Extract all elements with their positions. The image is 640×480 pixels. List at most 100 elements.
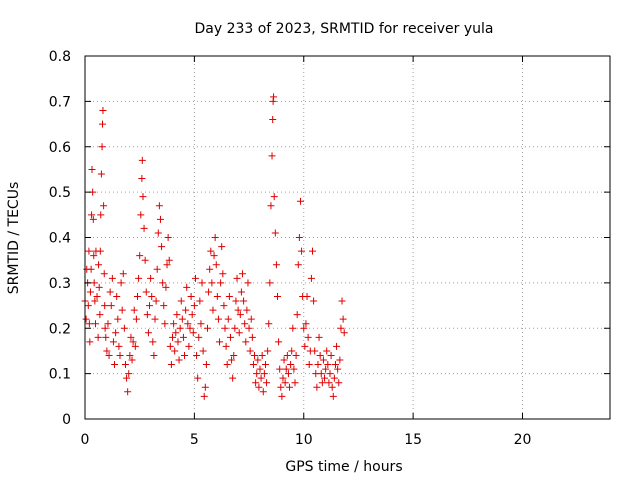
data-point: [274, 292, 281, 300]
data-point: [291, 379, 299, 387]
data-point: [175, 356, 183, 364]
data-point: [310, 297, 318, 305]
data-point: [160, 302, 168, 310]
data-point: [245, 324, 253, 332]
data-point: [164, 234, 172, 241]
y-tick-label: 0.8: [49, 49, 71, 65]
data-point: [94, 333, 102, 341]
data-point: [112, 329, 120, 337]
data-point: [107, 302, 115, 310]
data-point: [205, 288, 213, 296]
data-point: [252, 379, 260, 387]
data-point: [282, 365, 290, 373]
data-point: [85, 320, 93, 328]
data-point: [170, 320, 178, 328]
data-point: [295, 234, 303, 241]
data-point: [338, 297, 346, 305]
data-point: [187, 292, 195, 300]
data-point: [101, 302, 109, 310]
data-point: [151, 315, 159, 323]
data-point: [142, 288, 150, 296]
data-point: [300, 324, 308, 332]
data-point: [275, 338, 283, 346]
data-point: [161, 320, 169, 328]
y-tick-label: 0.1: [49, 367, 71, 383]
data-point: [269, 116, 277, 124]
data-point: [88, 165, 96, 173]
grid-lines: [85, 56, 610, 419]
data-point: [183, 283, 191, 291]
data-point: [138, 156, 146, 164]
data-point: [231, 324, 239, 332]
data-point: [317, 370, 325, 378]
data-point: [96, 247, 104, 255]
data-point: [313, 383, 321, 391]
data-point: [234, 306, 242, 314]
data-point: [201, 383, 209, 391]
data-point: [207, 247, 215, 255]
data-point: [270, 193, 278, 201]
data-point: [278, 392, 286, 400]
data-point: [86, 288, 94, 296]
x-tick-label: 10: [295, 432, 313, 448]
data-point: [279, 374, 287, 382]
data-point: [118, 306, 126, 314]
data-point: [144, 329, 152, 337]
data-point: [307, 274, 315, 282]
data-point: [339, 315, 347, 323]
data-point: [108, 274, 116, 282]
data-point: [281, 379, 289, 387]
data-point: [101, 324, 109, 332]
data-point: [237, 288, 245, 296]
data-point: [181, 351, 189, 359]
data-point: [240, 297, 248, 305]
data-point: [303, 292, 311, 300]
data-point: [253, 370, 261, 378]
data-point: [248, 333, 256, 341]
data-point: [165, 256, 173, 264]
data-point: [155, 202, 163, 210]
data-point: [268, 152, 276, 160]
data-point: [174, 338, 182, 346]
data-point: [260, 370, 268, 378]
data-point: [96, 311, 104, 319]
data-point: [249, 361, 257, 369]
data-point: [204, 324, 211, 332]
data-point: [137, 211, 145, 219]
data-point: [186, 324, 194, 332]
data-point: [208, 279, 216, 287]
data-point: [135, 274, 143, 282]
data-point: [87, 265, 95, 273]
data-point: [264, 347, 272, 355]
data-point: [233, 274, 241, 282]
data-point: [159, 279, 167, 287]
data-point: [225, 292, 233, 300]
data-point: [331, 361, 339, 369]
data-point: [224, 315, 232, 323]
data-point: [172, 329, 180, 337]
data-point: [259, 388, 267, 396]
data-point: [334, 365, 342, 373]
x-tick-label: 0: [81, 432, 90, 448]
data-point: [257, 374, 265, 382]
data-point: [171, 347, 179, 355]
data-point: [111, 361, 119, 369]
data-point: [216, 338, 224, 346]
data-point: [195, 333, 203, 341]
data-point: [134, 292, 141, 300]
data-point: [98, 143, 106, 151]
data-point: [178, 315, 186, 323]
x-tick-label: 15: [404, 432, 422, 448]
data-point: [302, 320, 310, 328]
data-point: [129, 338, 137, 346]
data-point: [229, 374, 237, 382]
data-point: [280, 356, 288, 364]
axis-ticks: 0 0.1 0.2 0.3 0.4 0.5 0.6 0.7 0.8 0 5 10 15 20: [49, 49, 610, 448]
data-point: [220, 302, 228, 310]
data-point: [198, 279, 206, 287]
data-point: [146, 302, 154, 310]
data-point: [256, 365, 264, 373]
data-point: [232, 297, 240, 305]
data-point: [218, 243, 226, 251]
